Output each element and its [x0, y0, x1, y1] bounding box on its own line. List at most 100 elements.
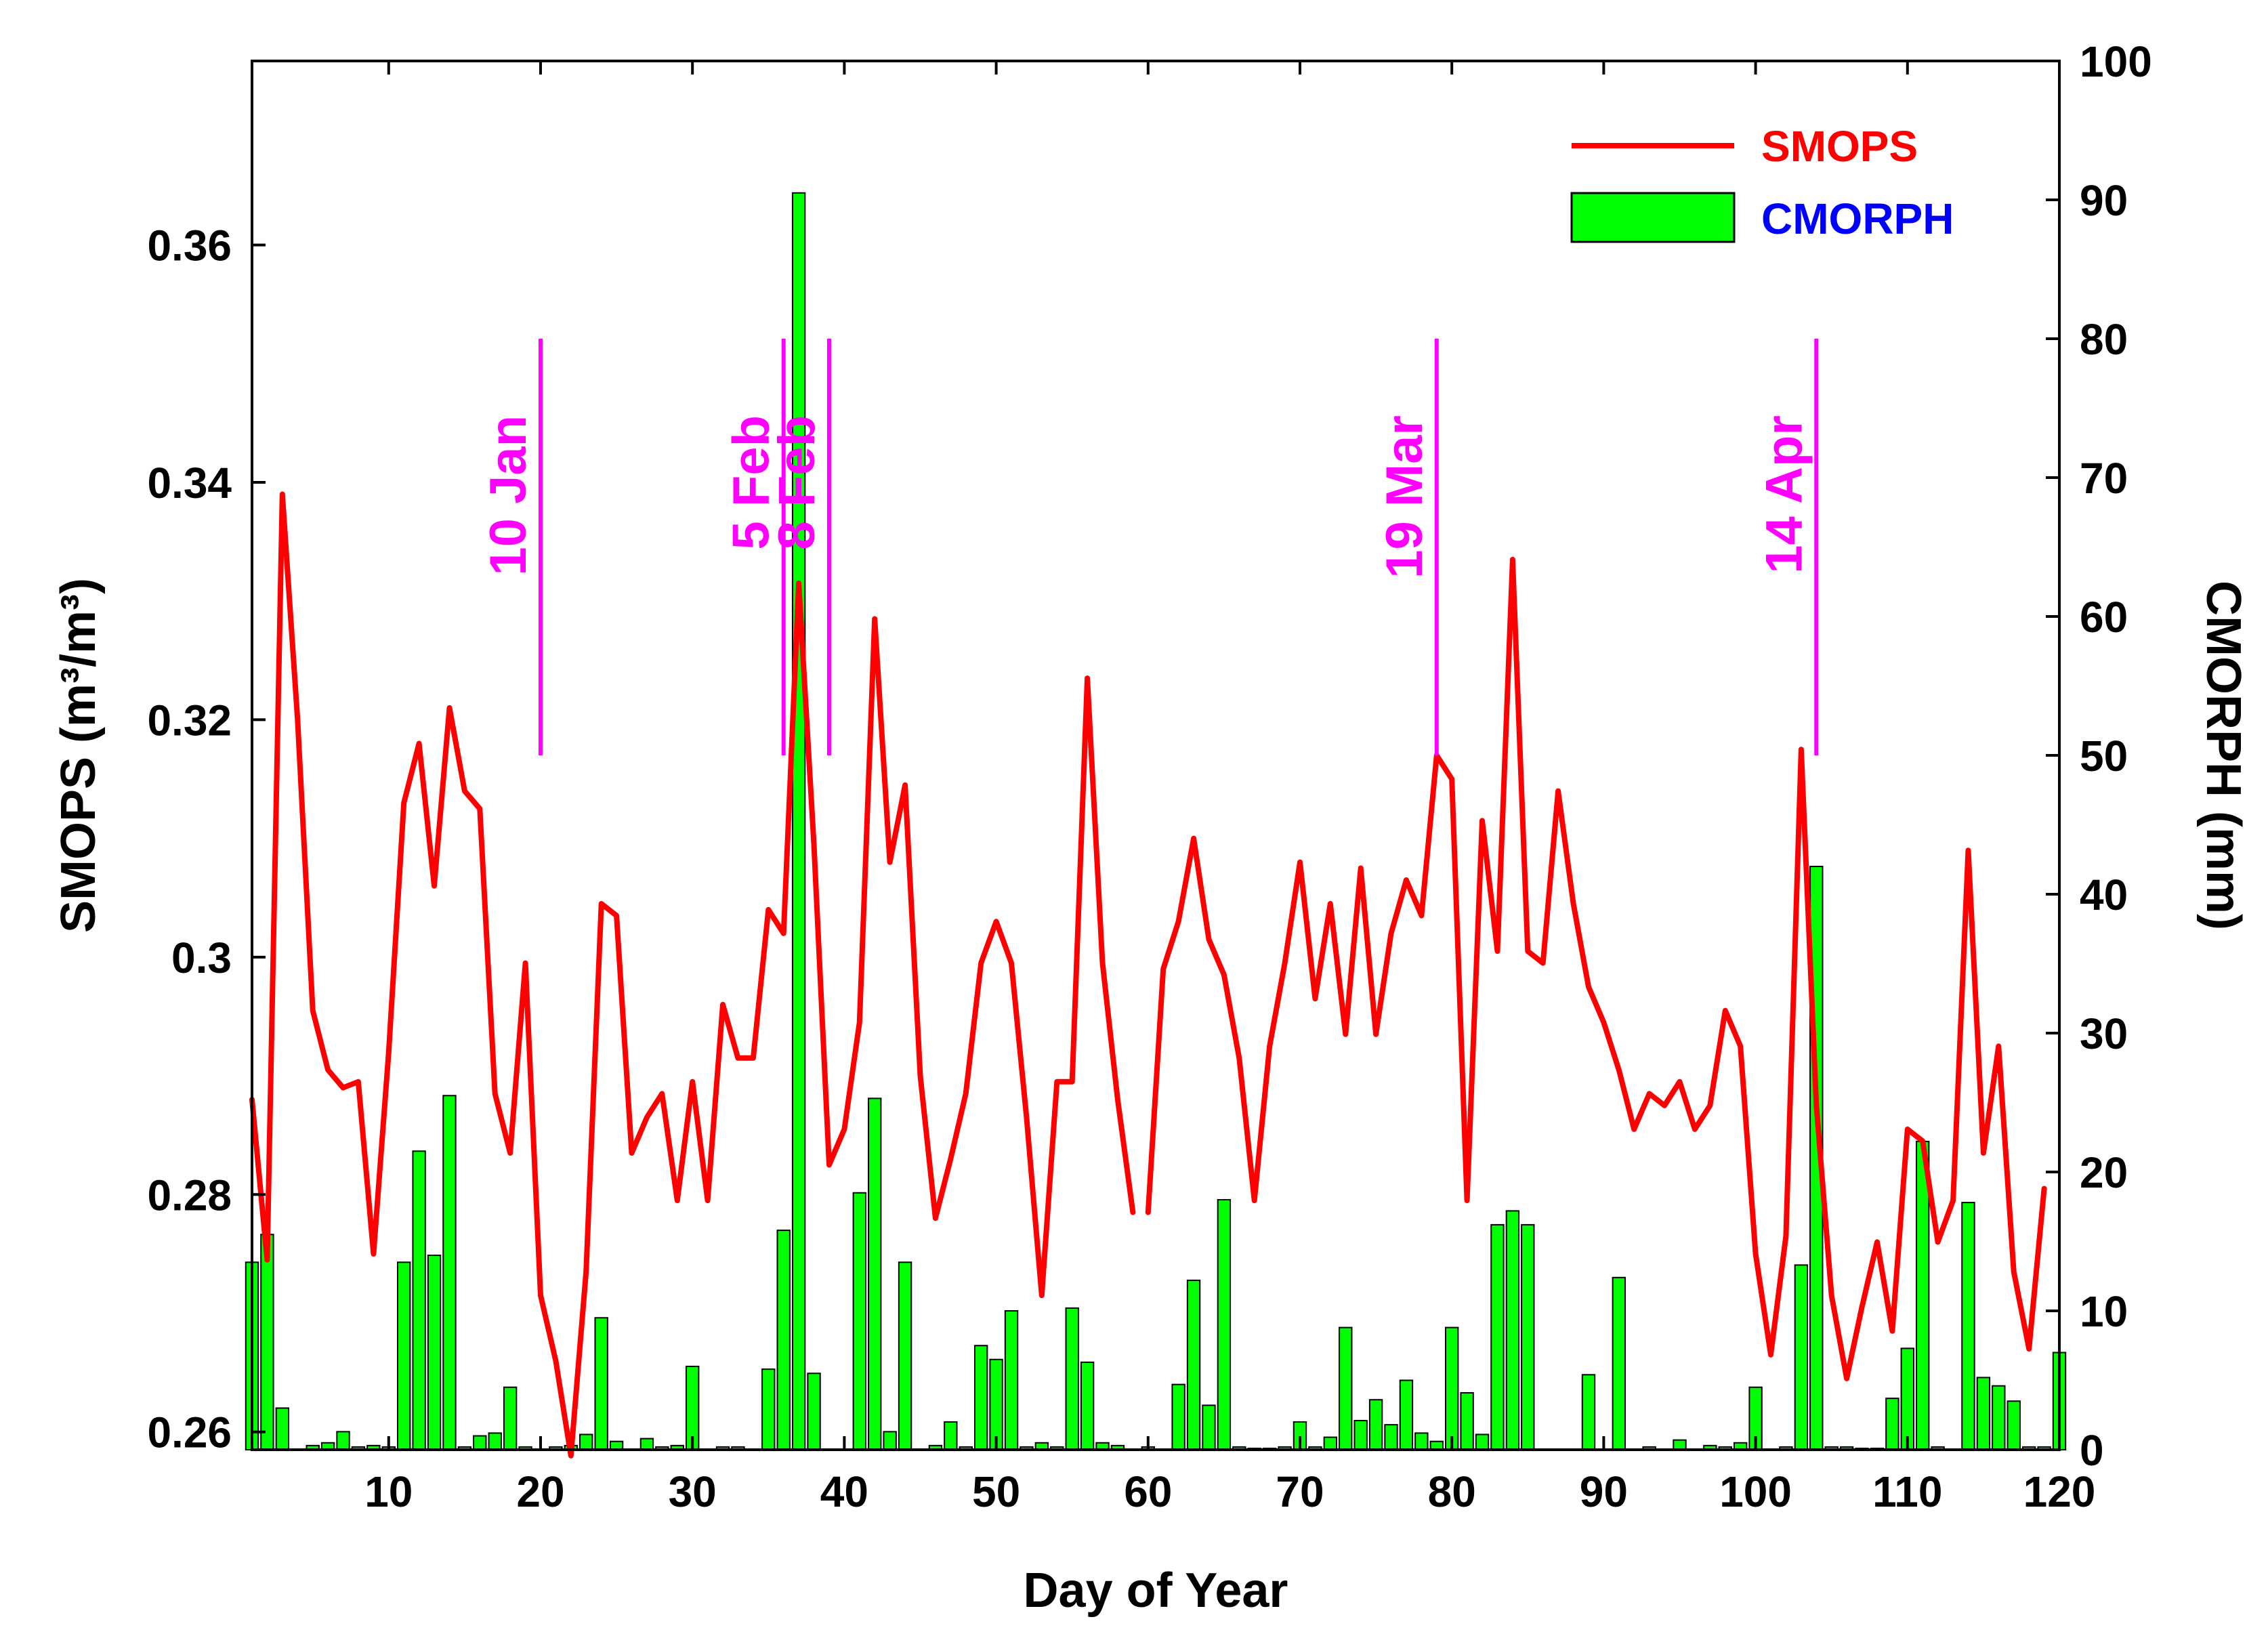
cmorph-bar — [1323, 1436, 1338, 1451]
smops-series-line — [249, 491, 1136, 1459]
y-right-tick-label: 40 — [2080, 871, 2128, 919]
event-label: 19 Mar — [1376, 415, 1433, 579]
cmorph-bar — [260, 1234, 274, 1450]
cmorph-bar — [1065, 1307, 1079, 1451]
cmorph-bar — [1080, 1361, 1095, 1450]
cmorph-bar — [579, 1433, 593, 1450]
x-tick-label: 120 — [2023, 1467, 2096, 1516]
x-tick-label: 110 — [1872, 1467, 1942, 1516]
cmorph-bar — [1414, 1432, 1429, 1450]
x-axis-ticks: 10 20 30 40 50 60 70 80 90 100 110 120 — [364, 61, 2095, 1516]
y-right-tick-label: 50 — [2080, 732, 2128, 780]
x-axis-title: Day of Year — [1024, 1564, 1288, 1618]
cmorph-bar — [1581, 1374, 1596, 1451]
legend-cmorph-label: CMORPH — [1761, 194, 1954, 243]
cmorph-bar — [1171, 1383, 1185, 1451]
y-right-tick-label: 60 — [2080, 593, 2128, 642]
cmorph-bar — [1885, 1398, 1899, 1450]
cmorph-bar — [1399, 1379, 1414, 1450]
cmorph-bar — [412, 1150, 426, 1450]
y-right-tick-label: 80 — [2080, 315, 2128, 364]
cmorph-bar — [1794, 1264, 1809, 1450]
x-tick-label: 90 — [1580, 1467, 1628, 1516]
legend-cmorph-swatch — [1570, 192, 1736, 243]
cmorph-bar — [473, 1435, 487, 1450]
cmorph-bar — [1961, 1202, 1975, 1450]
x-tick-label: 50 — [972, 1467, 1020, 1516]
cmorph-bar — [883, 1431, 897, 1451]
x-tick-label: 40 — [820, 1467, 868, 1516]
cmorph-bar — [868, 1097, 882, 1450]
y-right-axis-title: CMORPH (mm) — [2196, 581, 2250, 930]
y-right-axis-ticks: 0 10 20 30 40 50 60 70 80 90 100 — [2046, 37, 2152, 1475]
y-left-axis-ticks: 0.26 0.28 0.3 0.32 0.34 0.36 — [147, 222, 266, 1457]
cmorph-bar — [776, 1230, 791, 1450]
cmorph-bar — [2007, 1400, 2021, 1450]
x-tick-label: 20 — [516, 1467, 564, 1516]
y-right-tick-label: 100 — [2080, 37, 2152, 86]
cmorph-bar — [1673, 1439, 1687, 1450]
y-left-tick-label: 0.34 — [147, 459, 232, 507]
cmorph-bar — [336, 1431, 350, 1451]
cmorph-bar — [1490, 1223, 1505, 1451]
legend: SMOPS CMORPH — [1570, 122, 1954, 243]
x-tick-label: 10 — [364, 1467, 413, 1516]
cmorph-bar — [275, 1407, 290, 1450]
cmorph-bar — [1339, 1326, 1353, 1450]
y-right-tick-label: 0 — [2080, 1426, 2104, 1475]
y-left-axis-title: SMOPS (m³/m³) — [51, 578, 106, 933]
cmorph-bar — [427, 1255, 442, 1450]
y-left-tick-label: 0.26 — [147, 1408, 232, 1457]
cmorph-bar — [397, 1261, 411, 1450]
cmorph-bar — [1353, 1419, 1368, 1450]
cmorph-bar — [944, 1421, 958, 1450]
cmorph-bar — [1612, 1276, 1626, 1451]
cmorph-bar — [1368, 1399, 1383, 1450]
x-tick-label: 60 — [1124, 1467, 1172, 1516]
cmorph-bar — [1521, 1223, 1535, 1451]
cmorph-bar — [1900, 1347, 1914, 1450]
cmorph-bars — [245, 192, 2067, 1451]
y-right-tick-label: 70 — [2080, 454, 2128, 503]
cmorph-bar — [973, 1345, 988, 1450]
y-right-tick-label: 30 — [2080, 1009, 2128, 1058]
cmorph-bar — [1202, 1404, 1216, 1450]
x-tick-label: 80 — [1428, 1467, 1476, 1516]
plot-frame — [251, 60, 2061, 1451]
cmorph-bar — [1217, 1199, 1232, 1450]
cmorph-bar — [442, 1095, 457, 1450]
cmorph-bar — [1475, 1433, 1490, 1450]
y-right-tick-label: 90 — [2080, 176, 2128, 225]
y-right-tick-label: 20 — [2080, 1148, 2128, 1197]
cmorph-bar — [1505, 1210, 1520, 1451]
x-tick-label: 30 — [669, 1467, 717, 1516]
legend-smops-label: SMOPS — [1761, 122, 1918, 171]
y-left-tick-label: 0.3 — [171, 934, 232, 982]
cmorph-bar — [488, 1432, 502, 1450]
cmorph-bar — [1004, 1310, 1019, 1450]
event-label: 8 Feb — [768, 415, 826, 550]
cmorph-bar — [1186, 1279, 1201, 1451]
cmorph-bar — [1460, 1391, 1474, 1450]
x-tick-label: 100 — [1719, 1467, 1792, 1516]
cmorph-bar — [503, 1386, 518, 1450]
x-tick-label: 70 — [1276, 1467, 1324, 1516]
event-label: 5 Feb — [723, 415, 780, 550]
cmorph-bar — [1445, 1326, 1459, 1450]
y-left-tick-label: 0.28 — [147, 1171, 232, 1219]
cmorph-bar — [807, 1373, 821, 1450]
cmorph-bar — [852, 1192, 866, 1450]
event-label: 10 Jan — [480, 415, 537, 576]
cmorph-bar — [1976, 1377, 1991, 1451]
y-left-tick-label: 0.36 — [147, 222, 232, 270]
event-label: 14 Apr — [1755, 415, 1813, 574]
y-right-tick-label: 10 — [2080, 1287, 2128, 1336]
cmorph-bar — [791, 192, 806, 1450]
smops-line — [249, 491, 2047, 1459]
cmorph-bar — [761, 1368, 776, 1450]
cmorph-bar — [1384, 1424, 1398, 1451]
smops-series-line — [1145, 556, 2047, 1381]
y-left-tick-label: 0.32 — [147, 696, 232, 745]
